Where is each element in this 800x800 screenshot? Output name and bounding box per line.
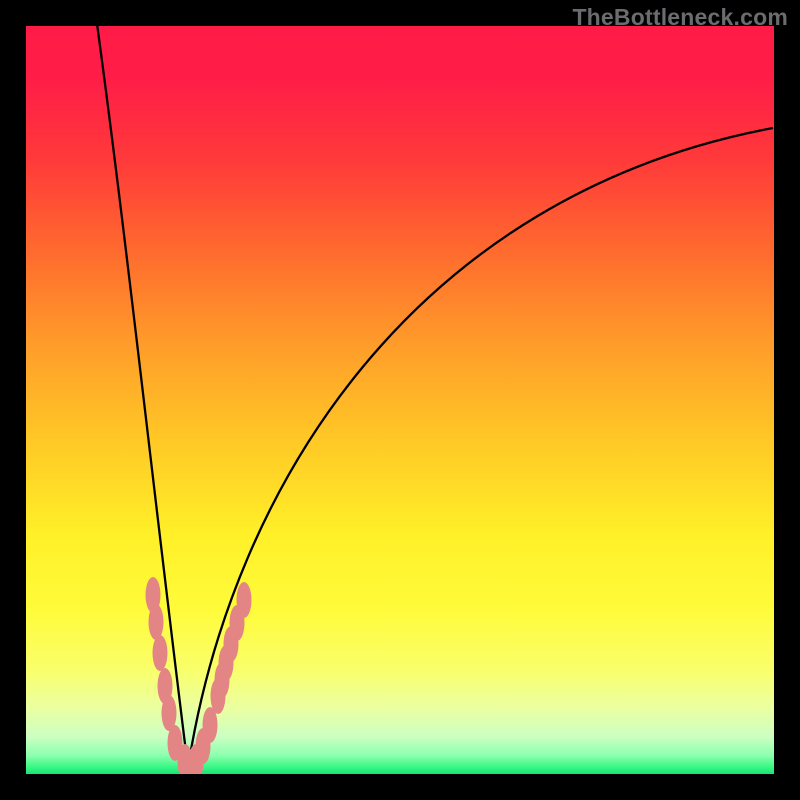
bottleneck-chart-svg [0,0,800,800]
data-point [153,635,168,671]
chart-frame: TheBottleneck.com [0,0,800,800]
data-point [237,582,252,618]
data-point [149,604,164,640]
gradient-background [26,26,774,774]
watermark-label: TheBottleneck.com [572,4,788,31]
